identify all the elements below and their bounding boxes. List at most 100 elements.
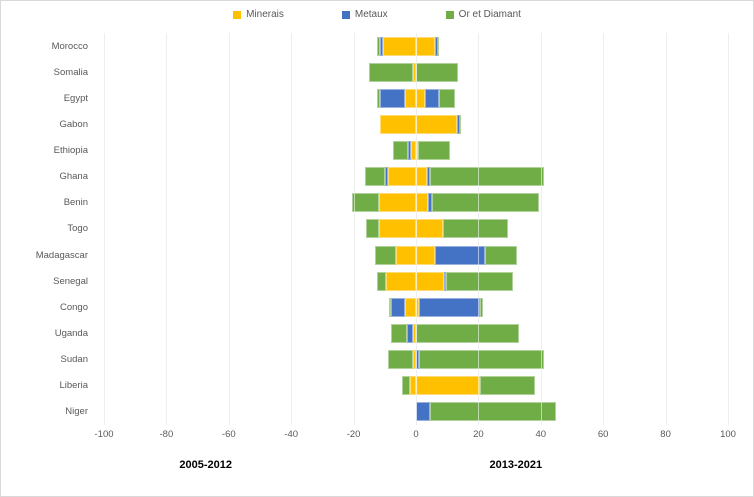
- bar-row-togo: [104, 216, 728, 242]
- bar-segment-congo-neg: [391, 297, 406, 317]
- bar-row-benin: [104, 190, 728, 216]
- metaux-swatch-icon: [341, 10, 350, 19]
- bar-segment-senegal-pos: [444, 271, 446, 291]
- period-labels: 2005-2012 2013-2021: [104, 459, 728, 475]
- bar-segment-niger-pos: [416, 402, 431, 422]
- bar-segment-togo-pos: [442, 219, 509, 239]
- bar-segment-egypt-pos: [425, 88, 440, 108]
- bar-segment-somalia-neg: [369, 62, 413, 82]
- bar-segment-liberia-pos: [416, 376, 480, 396]
- bar-segment-sudan-neg: [412, 350, 416, 370]
- bar-segment-egypt-pos: [416, 88, 426, 108]
- bar-segment-egypt-neg: [405, 88, 416, 108]
- legend-item-metaux: Metaux: [341, 9, 388, 20]
- bar-segment-benin-pos: [431, 193, 540, 213]
- legend-item-or-et-diamant: Or et Diamant: [445, 9, 521, 20]
- bar-segment-somalia-pos: [416, 62, 459, 82]
- bar-segment-ghana-pos: [416, 167, 427, 187]
- bar-segment-benin-pos: [416, 193, 429, 213]
- bar-segment-togo-pos: [416, 219, 443, 239]
- bar-segment-madagascar-pos: [416, 245, 435, 265]
- gridline-overlay: [540, 33, 542, 425]
- category-label-morocco: Morocco: [51, 40, 88, 52]
- category-label-niger: Niger: [65, 406, 88, 418]
- bar-segment-gabon-pos: [416, 114, 457, 134]
- bar-segment-morocco-neg: [380, 36, 384, 56]
- x-tick-label: -100: [94, 429, 114, 440]
- bar-segment-uganda-neg: [412, 324, 416, 344]
- gridline-overlay: [603, 33, 605, 425]
- x-tick-label: 60: [597, 429, 609, 440]
- bar-segment-liberia-neg: [409, 376, 416, 396]
- x-tick-label: -40: [284, 429, 299, 440]
- gridline-overlay: [291, 33, 293, 425]
- bar-row-congo: [104, 294, 728, 320]
- bar-segment-benin-neg: [352, 193, 379, 213]
- gridline-overlay: [353, 33, 355, 425]
- bar-row-ethiopia: [104, 138, 728, 164]
- x-tick-label: -80: [159, 429, 174, 440]
- period-label-right: 2013-2021: [489, 459, 543, 471]
- bar-row-niger: [104, 399, 728, 425]
- bar-segment-gabon-pos: [456, 114, 460, 134]
- bar-segment-togo-neg: [378, 219, 416, 239]
- bar-segment-togo-neg: [366, 219, 379, 239]
- bar-segment-madagascar-pos: [434, 245, 485, 265]
- bar-segment-egypt-pos: [439, 88, 455, 108]
- bar-row-egypt: [104, 85, 728, 111]
- bar-segment-morocco-neg: [383, 36, 416, 56]
- bar-segment-madagascar-pos: [484, 245, 518, 265]
- bar-segment-ethiopia-pos: [417, 141, 451, 161]
- x-tick-label: 80: [660, 429, 671, 440]
- bar-segment-liberia-pos: [479, 376, 535, 396]
- bar-segment-gabon-pos: [459, 114, 462, 134]
- gridline-overlay: [728, 33, 729, 425]
- bar-segment-ghana-neg: [384, 167, 388, 187]
- bar-segment-morocco-pos: [416, 36, 435, 56]
- gridline-overlay: [104, 33, 105, 425]
- period-label-left: 2005-2012: [179, 459, 233, 471]
- x-tick-label: 100: [720, 429, 736, 440]
- category-label-ethiopia: Ethiopia: [53, 145, 88, 157]
- bar-row-somalia: [104, 59, 728, 85]
- category-label-benin: Benin: [63, 197, 88, 209]
- category-label-liberia: Liberia: [59, 380, 88, 392]
- chart-legend: Minerais Metaux Or et Diamant: [1, 9, 753, 20]
- plot-area: [104, 33, 729, 425]
- bar-segment-congo-neg: [389, 297, 392, 317]
- bar-segment-ethiopia-neg: [392, 141, 409, 161]
- bar-row-liberia: [104, 373, 728, 399]
- legend-label-metaux: Metaux: [354, 9, 388, 20]
- category-label-sudan: Sudan: [60, 354, 88, 366]
- bar-segment-niger-pos: [430, 402, 557, 422]
- bar-segment-senegal-neg: [386, 271, 416, 291]
- bar-segment-sudan-pos: [419, 350, 544, 370]
- category-label-gabon: Gabon: [59, 118, 88, 130]
- bar-segment-uganda-neg: [406, 324, 413, 344]
- category-axis-labels: Morocco Somalia Egypt Gabon Ethiopia Ghana Ben…: [1, 33, 96, 425]
- legend-item-minerais: Minerais: [233, 9, 284, 20]
- x-tick-label: -20: [346, 429, 361, 440]
- bar-row-uganda: [104, 320, 728, 346]
- bar-segment-uganda-pos: [416, 324, 519, 344]
- category-label-togo: Togo: [67, 223, 88, 235]
- x-axis-tick-labels: -100 -80 -60 -40 -20 0 20 40 60 80 100: [94, 429, 735, 441]
- bar-segment-congo-pos: [416, 297, 420, 317]
- bar-segment-ghana-pos: [426, 167, 431, 187]
- bar-segment-morocco-pos: [434, 36, 438, 56]
- bar-segment-sudan-neg: [387, 350, 413, 370]
- gridline-overlay: [416, 33, 417, 425]
- category-label-uganda: Uganda: [54, 328, 88, 340]
- category-label-congo: Congo: [60, 301, 88, 313]
- bar-segment-congo-neg: [405, 297, 416, 317]
- bar-segment-madagascar-neg: [395, 245, 416, 265]
- bar-segment-egypt-neg: [380, 88, 406, 108]
- x-tick-label: 0: [413, 429, 419, 440]
- or-et-diamant-swatch-icon: [445, 10, 454, 19]
- bar-segment-ghana-neg: [387, 167, 416, 187]
- gridline-overlay: [665, 33, 667, 425]
- bar-segment-morocco-pos: [437, 36, 440, 56]
- category-label-ghana: Ghana: [59, 171, 88, 183]
- bar-row-ghana: [104, 164, 728, 190]
